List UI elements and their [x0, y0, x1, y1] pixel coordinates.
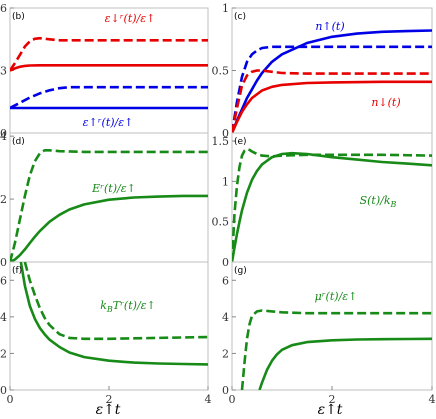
panel-b: 0 3 6 (b) ε↓ʳ(t)/ε↑ ε↑ʳ(t)/ε↑: [0, 2, 209, 140]
series-line-dashed: [232, 45, 432, 133]
panel-label: (c): [234, 12, 246, 22]
y-tick-label: 2: [0, 193, 7, 206]
y-tick-label: 0: [0, 256, 7, 269]
panel-label: (g): [234, 266, 247, 276]
y-tick-label: 1.5: [212, 135, 230, 148]
panel-label: (f): [12, 266, 22, 276]
y-tick-label: 6: [0, 2, 7, 15]
curve-annotation: ε↑ʳ(t)/ε↑: [83, 116, 134, 129]
x-tick-label: 0: [229, 393, 236, 406]
panel-label: (e): [234, 137, 247, 147]
series-line-solid: [19, 262, 208, 366]
panel-d: 0 2 4 (d) Eʳ(t)/ε↑: [0, 130, 209, 269]
panel-c: 0 0.5 1 (c) n↑(t) n↓(t): [212, 2, 433, 140]
curve-annotation: n↑(t): [315, 20, 344, 33]
axes-frame: [231, 132, 433, 263]
series-line-dashed: [23, 262, 208, 341]
series-line-solid: [10, 64, 208, 72]
series-line-solid: [258, 337, 432, 390]
y-tick-label: 4: [0, 311, 7, 324]
y-tick-label: 1: [222, 175, 229, 188]
series-line-solid: [232, 29, 432, 133]
y-tick-label: 2: [222, 347, 229, 360]
x-tick-label: 4: [429, 393, 436, 406]
y-tick-label: 3: [0, 65, 7, 78]
y-tick-label: 6: [0, 274, 7, 287]
y-tick-label: 0: [0, 384, 7, 397]
y-tick-label: 4: [0, 130, 7, 143]
x-axis-label-left: ε↑t: [96, 402, 121, 418]
x-tick-label: 0: [7, 393, 14, 406]
y-tick-label: 6: [222, 274, 229, 287]
series-line-dashed: [240, 309, 432, 390]
panel-label: (d): [12, 137, 25, 147]
panel-e: 0 0.5 1 1.5 (e) S(t)/kB: [212, 132, 433, 269]
curve-annotation: Eʳ(t)/ε↑: [91, 182, 136, 195]
panel-f: 0 2 4 6 0 2 4 (f) kBTʳ(t)/ε↑: [0, 261, 212, 406]
curve-annotation: S(t)/kB: [360, 194, 397, 209]
panel-g: 0 2 4 6 0 2 4 (g) μʳ(t)/ε↑: [222, 261, 436, 406]
y-tick-label: 0.5: [212, 216, 230, 229]
panel-label: (b): [12, 12, 25, 22]
x-tick-label: 4: [205, 393, 212, 406]
series-line-solid: [232, 151, 432, 262]
axes-frame: [231, 261, 433, 391]
curve-annotation: μʳ(t)/ε↑: [315, 290, 358, 303]
series-line-solid: [232, 80, 432, 133]
y-tick-label: 2: [0, 347, 7, 360]
series-line-solid: [10, 194, 208, 262]
y-tick-label: 0: [222, 384, 229, 397]
curve-annotation: n↓(t): [371, 96, 400, 109]
y-tick-label: 0.5: [212, 65, 230, 78]
x-axis-label-right: ε↑t: [318, 402, 343, 418]
series-line-dashed: [10, 36, 208, 72]
y-tick-label: 0: [222, 127, 229, 140]
curve-annotation: ε↓ʳ(t)/ε↑: [105, 12, 156, 25]
y-tick-label: 4: [222, 311, 229, 324]
y-tick-label: 1: [222, 2, 229, 15]
series-line-dashed: [232, 69, 432, 133]
y-tick-label: 0: [222, 256, 229, 269]
curve-annotation: kBTʳ(t)/ε↑: [100, 299, 156, 314]
y-tick-label: 0: [0, 127, 7, 140]
series-line-dashed: [10, 149, 208, 262]
x-tick-label: 2: [106, 393, 113, 406]
series-line-dashed: [10, 85, 208, 110]
axes-frame: [9, 7, 209, 134]
x-tick-label: 2: [329, 393, 336, 406]
